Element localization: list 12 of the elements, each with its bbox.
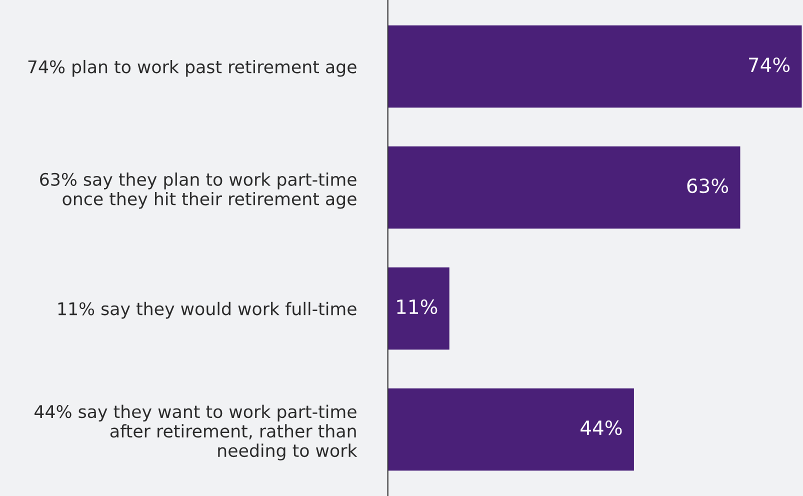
bar (388, 25, 802, 108)
y-tick-label: 74% plan to work past retirement age (28, 60, 356, 77)
y-tick-label: 44% say they want to work part-time after retirement, rather than needing to work (34, 404, 358, 460)
data-label: 44% (580, 420, 622, 436)
y-tick-label: 11% say they would work full-time (58, 302, 356, 319)
y-tick-label: 63% say they plan to work part-time once they hit their retirement age (40, 172, 356, 209)
bar (388, 267, 450, 350)
bar (388, 388, 634, 471)
data-label: 63% (687, 178, 728, 194)
data-label: 11% (397, 299, 438, 314)
bar (388, 146, 740, 229)
data-label: 74% (749, 57, 790, 72)
